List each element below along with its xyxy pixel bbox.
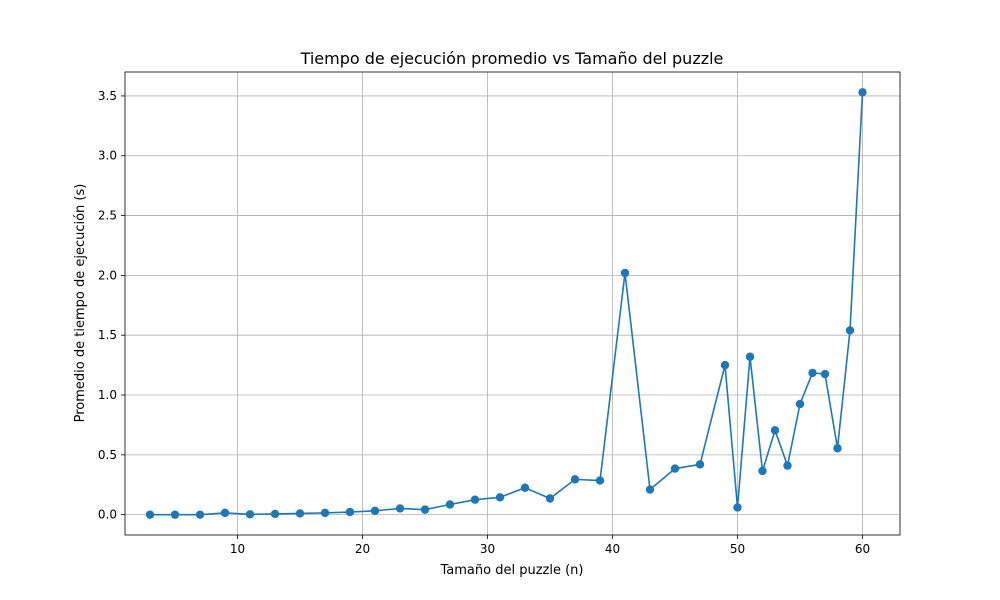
data-point (720, 360, 730, 370)
x-tick-label: 30 (480, 542, 495, 556)
data-point (733, 503, 742, 512)
y-axis-label: Promedio de tiempo de ejecución (s) (73, 184, 88, 423)
plot-frame (124, 71, 901, 536)
data-point (758, 466, 767, 476)
data-point (620, 268, 630, 278)
x-tick-label: 60 (855, 542, 870, 556)
x-axis-label: Tamaño del puzzle (n) (440, 563, 584, 578)
data-point (370, 506, 380, 516)
x-axis: 10 20 30 40 50 60 (230, 535, 870, 556)
y-tick-label: 2.0 (98, 268, 117, 282)
data-point (695, 460, 705, 469)
data-point (495, 493, 505, 502)
data-point (445, 500, 455, 509)
data-point (833, 444, 842, 453)
data-point (595, 476, 605, 485)
data-point (745, 352, 755, 361)
x-tick-label: 10 (230, 542, 245, 556)
y-tick-label: 3.0 (98, 149, 117, 163)
data-point (808, 368, 817, 378)
data-point (470, 495, 480, 504)
data-point (195, 510, 205, 519)
data-point (395, 504, 405, 513)
data-point (570, 475, 580, 484)
series-layer (145, 88, 867, 519)
data-point (245, 510, 255, 519)
data-point (545, 494, 555, 503)
data-point (320, 508, 330, 518)
y-tick-label: 0.5 (98, 448, 117, 462)
data-point (145, 510, 155, 519)
data-point (845, 326, 855, 335)
data-point (670, 464, 680, 473)
y-tick-label: 1.5 (98, 328, 117, 342)
data-point (520, 483, 530, 492)
grid (125, 72, 900, 535)
chart-title: Tiempo de ejecución promedio vs Tamaño d… (300, 49, 724, 68)
data-point (795, 399, 805, 409)
data-point (645, 485, 655, 494)
data-point (220, 508, 230, 518)
data-point (170, 510, 180, 519)
data-point (420, 505, 430, 514)
data-point (820, 369, 830, 379)
data-point (770, 426, 780, 435)
y-tick-label: 0.0 (98, 508, 117, 522)
data-point (345, 507, 355, 517)
y-axis: 0.0 0.5 1.0 1.5 2.0 2.5 3.0 3.5 (98, 89, 125, 522)
x-tick-label: 50 (730, 542, 745, 556)
y-tick-label: 3.5 (98, 89, 117, 103)
y-tick-label: 2.5 (98, 209, 117, 223)
x-tick-label: 20 (355, 542, 370, 556)
data-point (783, 461, 792, 470)
x-tick-label: 40 (605, 542, 620, 556)
data-point (295, 509, 305, 518)
y-tick-label: 1.0 (98, 388, 117, 402)
data-point (858, 88, 867, 97)
data-point (270, 509, 280, 519)
